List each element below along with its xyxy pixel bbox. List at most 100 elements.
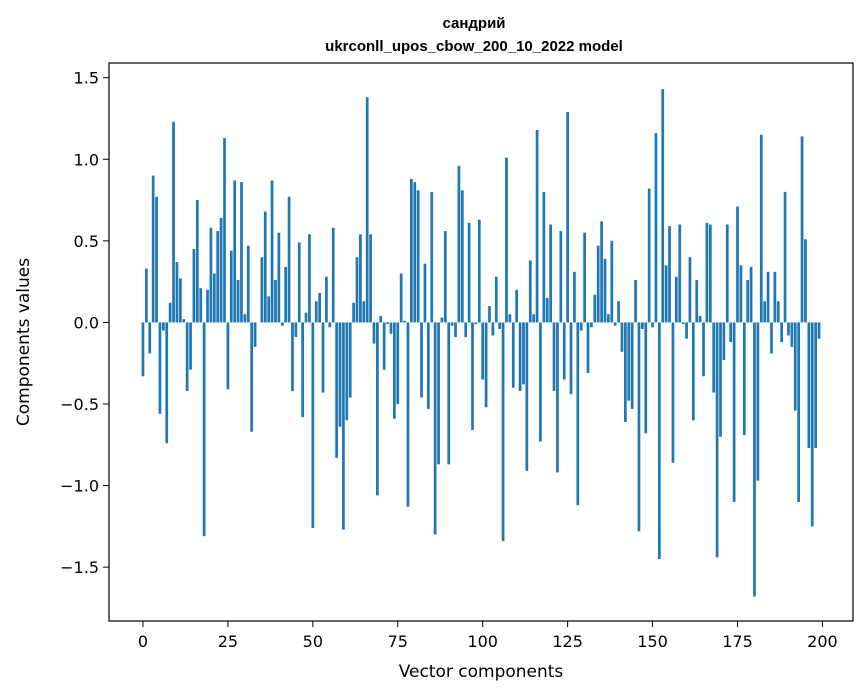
bar-71 [382, 322, 386, 370]
bar-101 [484, 322, 488, 408]
y-tick-label: 1.0 [74, 150, 99, 169]
bar-198 [814, 322, 817, 449]
bar-100 [481, 322, 485, 380]
y-tick-label: 0.5 [74, 232, 99, 251]
bar-121 [552, 322, 556, 391]
bar-26 [229, 250, 233, 323]
bar-166 [705, 222, 709, 323]
bar-51 [314, 301, 318, 323]
bar-91 [450, 322, 454, 326]
bar-2 [148, 322, 152, 354]
bar-42 [284, 266, 288, 323]
bar-130 [583, 232, 586, 323]
bar-119 [545, 297, 549, 323]
bar-111 [518, 322, 522, 391]
bar-74 [393, 322, 396, 419]
bar-17 [199, 288, 203, 323]
bar-3 [151, 175, 155, 323]
bar-52 [318, 293, 321, 323]
bar-77 [403, 320, 406, 323]
bar-124 [562, 322, 566, 380]
bar-65 [362, 301, 366, 323]
bar-28 [236, 280, 240, 323]
bar-156 [671, 322, 675, 463]
bar-152 [658, 322, 661, 559]
bar-139 [613, 322, 617, 326]
bar-88 [440, 317, 444, 323]
y-axis-label: Components values [14, 258, 34, 426]
bar-194 [800, 136, 804, 323]
bar-25 [226, 322, 230, 390]
bar-138 [610, 240, 614, 323]
bar-50 [311, 322, 315, 528]
bar-182 [759, 134, 763, 323]
bar-103 [491, 322, 495, 336]
chart-title: сандрий [442, 15, 505, 32]
y-tick-label: 0.0 [74, 313, 99, 332]
bar-4 [155, 196, 158, 323]
bar-58 [338, 322, 342, 427]
bar-113 [525, 322, 529, 471]
bar-186 [773, 271, 777, 323]
bar-83 [423, 263, 427, 323]
bar-99 [477, 219, 481, 323]
bar-157 [674, 276, 678, 323]
bar-86 [433, 322, 437, 535]
bar-131 [586, 322, 590, 373]
bar-84 [426, 322, 430, 409]
bar-129 [579, 322, 583, 331]
bar-192 [793, 322, 797, 411]
bar-93 [457, 165, 461, 323]
x-tick-label: 0 [138, 632, 148, 651]
bar-62 [352, 302, 355, 323]
bar-39 [274, 280, 277, 323]
bar-190 [787, 322, 790, 336]
bar-114 [528, 260, 532, 323]
bar-21 [212, 273, 216, 323]
bar-24 [223, 138, 226, 323]
bar-9 [172, 121, 175, 323]
bar-13 [185, 322, 189, 391]
bar-174 [732, 322, 736, 502]
bar-117 [539, 322, 542, 442]
bar-40 [277, 232, 281, 323]
bar-149 [647, 188, 651, 323]
bar-164 [698, 315, 702, 323]
y-tick-label: −1.0 [60, 477, 99, 496]
bar-126 [569, 322, 573, 395]
bar-167 [708, 224, 712, 323]
bar-173 [729, 322, 733, 342]
bar-197 [810, 322, 814, 527]
bar-150 [651, 322, 654, 328]
bar-15 [192, 249, 196, 323]
bar-151 [654, 133, 658, 323]
bar-44 [291, 322, 294, 391]
bar-199 [817, 322, 821, 339]
bar-12 [182, 319, 186, 323]
bar-8 [168, 302, 172, 323]
bar-135 [600, 221, 603, 323]
bar-125 [566, 111, 569, 323]
bar-53 [321, 322, 325, 393]
bar-165 [702, 322, 705, 377]
bar-160 [685, 322, 688, 339]
bar-146 [637, 322, 641, 532]
bar-188 [780, 322, 784, 342]
bar-102 [488, 306, 491, 323]
bar-66 [365, 97, 369, 323]
y-tick-label: −0.5 [60, 395, 99, 414]
bar-176 [739, 265, 743, 323]
bar-143 [627, 322, 631, 401]
bar-49 [308, 234, 311, 323]
bar-163 [695, 280, 699, 323]
bar-80 [413, 182, 417, 323]
bar-122 [556, 322, 559, 473]
bar-196 [807, 322, 811, 449]
bar-189 [783, 191, 787, 323]
bar-106 [501, 322, 505, 542]
bar-32 [250, 322, 254, 432]
bar-43 [287, 196, 291, 323]
x-tick-label: 50 [303, 632, 323, 651]
bar-184 [766, 271, 770, 323]
